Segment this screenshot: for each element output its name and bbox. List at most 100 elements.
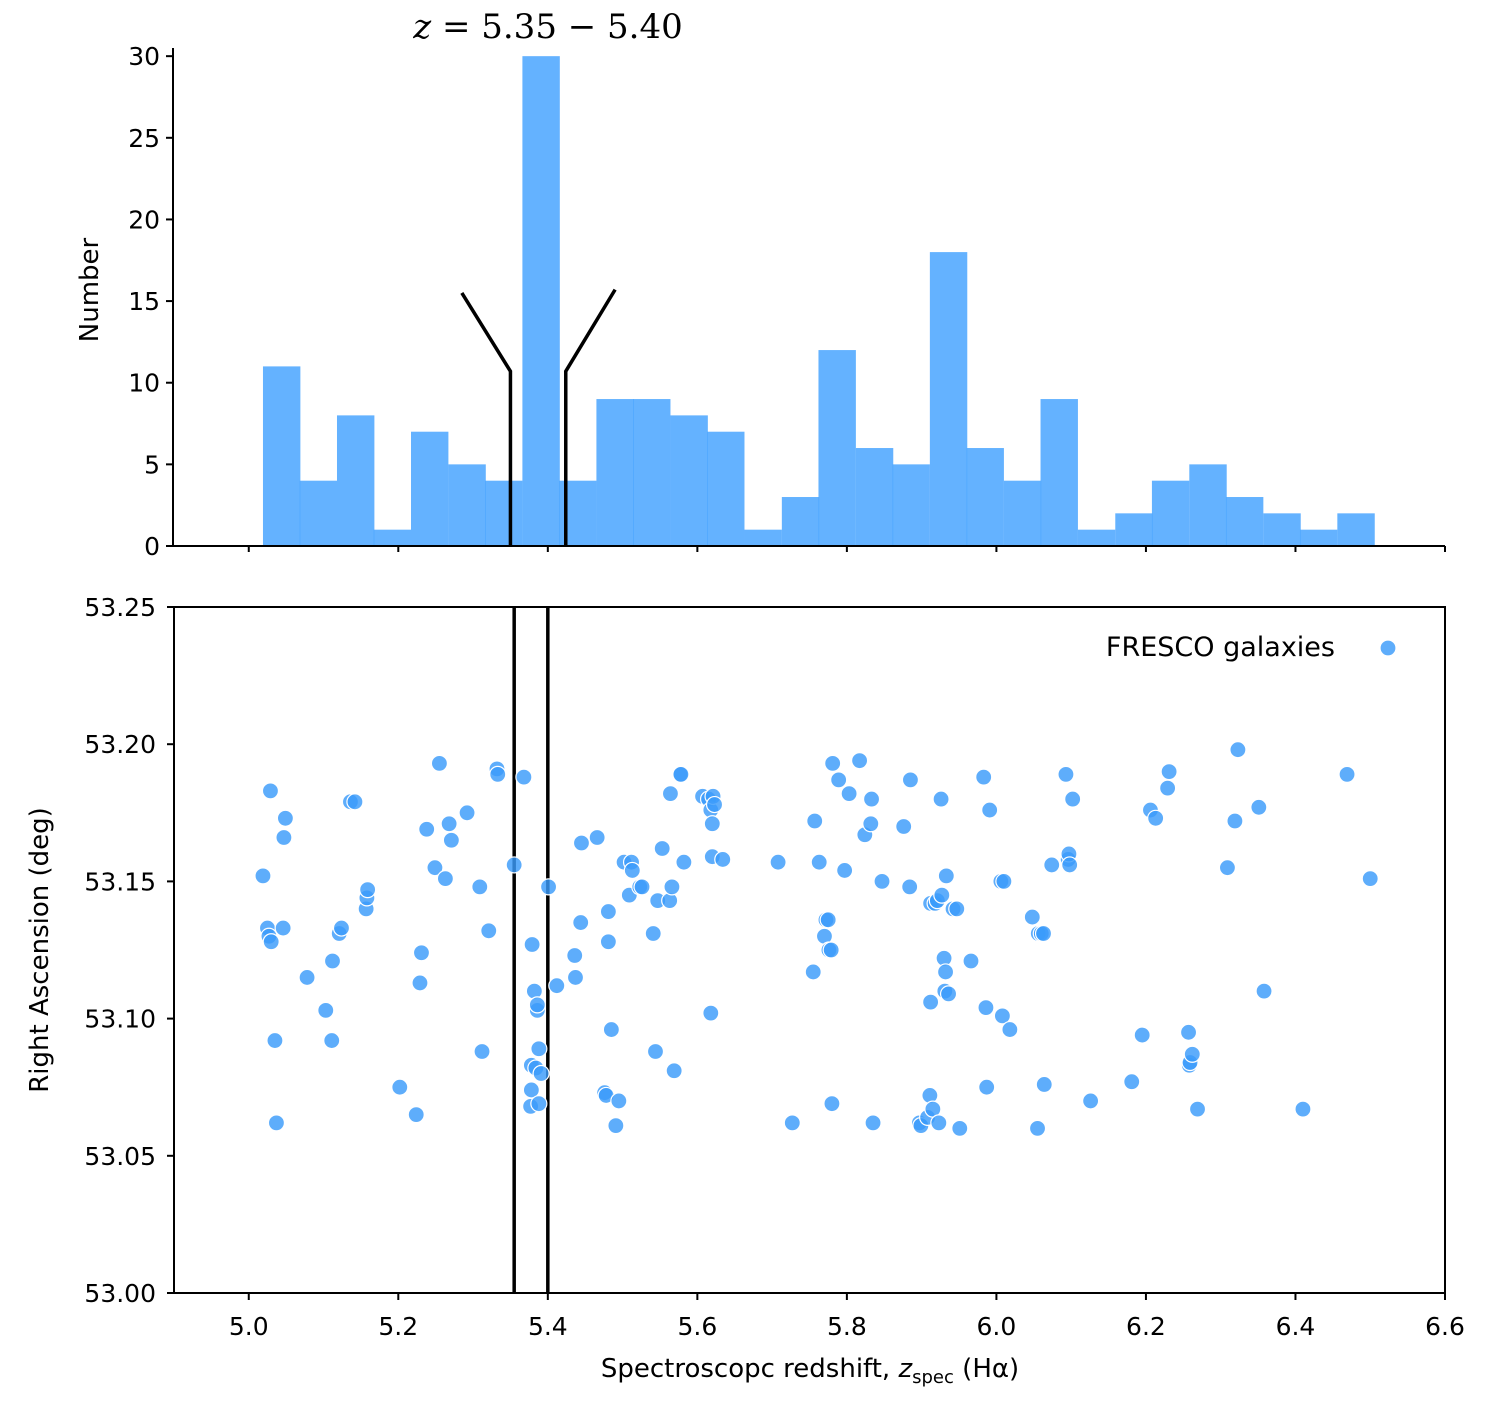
galaxy-point xyxy=(836,861,854,880)
galaxy-point xyxy=(1001,1020,1019,1039)
galaxy-point xyxy=(936,963,955,981)
x-label-main: Spectroscopc redshift, xyxy=(601,1354,899,1384)
histogram-bar xyxy=(818,350,856,546)
histogram-x-ticks xyxy=(247,546,1446,552)
galaxy-point xyxy=(850,752,869,770)
galaxy-point xyxy=(862,815,880,833)
scatter-x-ticks: 5.0 5.2 5.4 5.6 5.8 6.0 6.2 6.4 6.6 xyxy=(229,1293,1465,1341)
legend-label: FRESCO galaxies xyxy=(1106,632,1335,663)
histogram-y-tick-label: 10 xyxy=(128,369,160,398)
galaxy-point xyxy=(599,902,617,921)
histogram-bar xyxy=(670,415,708,546)
galaxy-point xyxy=(702,1004,720,1022)
galaxy-point xyxy=(672,765,690,783)
scatter-y-tick-label: 53.10 xyxy=(84,1005,156,1034)
galaxy-point xyxy=(663,878,681,896)
galaxy-point xyxy=(714,850,732,869)
histogram-bar xyxy=(744,529,782,546)
scatter-y-label: Right Ascension (deg) xyxy=(25,807,55,1093)
galaxy-point xyxy=(1226,812,1244,830)
galaxy-point xyxy=(254,867,272,885)
histogram-y-tick-label: 20 xyxy=(128,205,160,234)
galaxy-point xyxy=(1188,1100,1207,1118)
histogram-title-range: = 5.35 − 5.40 xyxy=(431,7,683,47)
galaxy-point xyxy=(932,790,950,808)
histogram-y-tick-label: 25 xyxy=(128,124,160,153)
galaxy-point xyxy=(1255,982,1273,1000)
galaxy-point xyxy=(804,963,822,981)
scatter-y-tick-label: 53.15 xyxy=(84,867,156,896)
galaxy-point xyxy=(436,870,454,888)
galaxy-point xyxy=(523,935,541,954)
galaxy-point xyxy=(261,782,280,800)
galaxy-point xyxy=(1057,765,1075,783)
galaxy-point xyxy=(1338,765,1356,783)
galaxy-point xyxy=(646,1042,665,1061)
galaxy-point xyxy=(1160,763,1178,781)
histogram-bar xyxy=(485,480,523,546)
galaxy-point xyxy=(901,878,919,896)
galaxy-point xyxy=(823,1095,841,1113)
galaxy-point xyxy=(528,996,546,1014)
galaxy-point xyxy=(1183,1045,1201,1063)
scatter-x-tick-label: 6.2 xyxy=(1126,1312,1166,1341)
histogram-bar xyxy=(1263,513,1301,546)
zoom-marker-right xyxy=(564,288,617,546)
galaxy-point xyxy=(610,1092,628,1110)
galaxy-point xyxy=(644,924,662,943)
histogram-bar xyxy=(336,415,375,546)
galaxy-point xyxy=(653,839,671,858)
galaxy-point xyxy=(783,1114,801,1132)
galaxy-point xyxy=(810,853,828,871)
galaxy-point xyxy=(830,771,848,789)
galaxy-point xyxy=(1218,859,1237,877)
galaxy-point xyxy=(458,804,476,822)
galaxy-point xyxy=(602,1020,620,1039)
galaxy-point xyxy=(274,919,292,937)
galaxy-point xyxy=(948,900,966,918)
galaxy-point xyxy=(1061,856,1079,874)
histogram-y-tick-label: 30 xyxy=(128,42,160,71)
histogram-y-tick-label: 0 xyxy=(144,532,160,561)
scatter-x-tick-label: 5.2 xyxy=(378,1312,418,1341)
histogram-bar xyxy=(522,56,560,546)
scatter-x-tick-label: 5.8 xyxy=(827,1312,867,1341)
galaxy-point xyxy=(599,933,617,951)
galaxy-point xyxy=(873,872,891,891)
galaxy-point xyxy=(530,1040,548,1058)
scatter-y-tick-label: 53.00 xyxy=(84,1279,156,1308)
galaxy-point xyxy=(806,812,824,830)
galaxy-point xyxy=(473,1042,491,1061)
galaxy-point xyxy=(607,1117,625,1135)
zoom-markers xyxy=(460,288,617,546)
histogram-bar xyxy=(929,252,968,546)
galaxy-point xyxy=(412,944,431,962)
galaxy-point xyxy=(993,1007,1011,1025)
galaxy-point xyxy=(995,872,1013,891)
histogram-bar xyxy=(1337,513,1375,546)
galaxy-point xyxy=(1229,741,1247,759)
galaxy-point xyxy=(359,881,377,899)
scatter-x-tick-label: 5.0 xyxy=(229,1312,269,1341)
galaxy-point xyxy=(862,790,881,808)
histogram-bar xyxy=(596,399,634,546)
histogram-bar xyxy=(1189,464,1227,546)
histogram-bar xyxy=(1003,480,1042,546)
galaxy-point xyxy=(480,922,498,940)
histogram-title: z = 5.35 − 5.40 xyxy=(412,7,683,47)
galaxy-point xyxy=(665,1062,683,1080)
legend: FRESCO galaxies xyxy=(1106,632,1397,663)
histogram-bar xyxy=(1299,529,1338,546)
histogram-y-label: Number xyxy=(75,237,105,342)
galaxy-point xyxy=(391,1078,409,1096)
galaxy-point xyxy=(572,834,591,852)
scatter-x-label: Spectroscopc redshift, zspec (Hα) xyxy=(601,1354,1019,1388)
galaxy-point xyxy=(822,941,840,959)
galaxy-point xyxy=(566,946,584,965)
galaxy-point xyxy=(937,867,955,885)
galaxy-point xyxy=(703,815,721,833)
galaxy-point xyxy=(440,815,458,833)
galaxy-point xyxy=(962,952,980,970)
histogram-bar xyxy=(1115,513,1153,546)
